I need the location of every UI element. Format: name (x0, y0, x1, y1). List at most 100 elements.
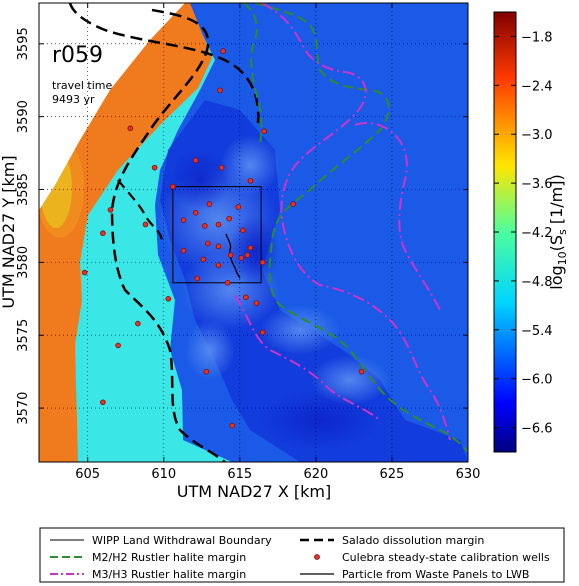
well-point-12 (142, 221, 149, 228)
well-point-18 (205, 240, 211, 247)
colorbar-ticks: −1.8 −2.4 −3.0 −3.6 −4.2 −4.8 −5.4 −6.0 −6.6 (494, 30, 553, 437)
m3h3-margin (261, 3, 451, 441)
well-point-41 (229, 422, 236, 429)
salado-margin-west (110, 8, 226, 462)
legend-item-particle: Particle from Waste Panels to LWB (342, 568, 529, 581)
m3h3-margin-east (354, 122, 441, 311)
well-point-26 (247, 245, 254, 251)
well-point-11 (226, 215, 232, 222)
well-point-38 (203, 368, 210, 375)
colorbar-tick-label-4: −4.2 (521, 226, 553, 241)
colorbar-tick-label-2: −3.0 (521, 128, 553, 143)
colorbar-tick-label-8: −6.6 (521, 422, 553, 437)
x-tick-label-3: 620 (303, 467, 328, 482)
colorbar-label: log10(Ss [1/m]) (547, 174, 569, 290)
y-tick-label-3: 3585 (16, 173, 31, 206)
well-point-0 (220, 48, 226, 54)
well-point-1 (217, 87, 223, 94)
well-point-40 (358, 368, 365, 375)
colorbar-tick-label-7: −6.0 (521, 373, 553, 388)
legend-item-m3h3: M3/H3 Rustler halite margin (92, 568, 246, 581)
y-tick-label-0: 3570 (16, 392, 31, 425)
grid-lines (39, 3, 468, 462)
well-point-24 (244, 252, 251, 258)
plot-frame (38, 2, 469, 463)
well-point-29 (224, 279, 231, 286)
well-point-8 (107, 207, 114, 213)
well-point-36 (115, 342, 121, 349)
well-point-23 (238, 255, 245, 261)
well-point-4 (192, 157, 199, 164)
legend: WIPP Land Withdrawal Boundary M2/H2 Rust… (39, 527, 565, 583)
well-point-39 (100, 399, 106, 406)
well-point-19 (215, 243, 222, 250)
well-point-10 (192, 210, 199, 216)
legend-well-swatch (314, 554, 320, 560)
travel-time-value: 9493 yr (52, 93, 95, 106)
x-tick-label-4: 625 (380, 467, 405, 482)
well-point-13 (180, 217, 187, 223)
salado-margin-inner (117, 179, 164, 241)
well-point-27 (259, 259, 266, 266)
m2h2-margin-upper (243, 3, 263, 146)
y-tick-label-2: 3580 (16, 246, 31, 279)
well-point-37 (259, 329, 266, 336)
legend-box (39, 527, 565, 583)
well-point-25 (215, 262, 222, 269)
well-point-15 (215, 221, 222, 228)
y-axis-ticks: 3570 3575 3580 3585 3590 3595 (16, 27, 468, 425)
well-point-14 (202, 223, 208, 229)
well-point-42 (247, 177, 254, 184)
well-point-7 (170, 183, 176, 190)
colorbar-tick-label-0: −1.8 (521, 30, 553, 45)
well-point-9 (206, 201, 213, 207)
particle-track (225, 233, 241, 279)
y-axis-label: UTM NAD27 Y [km] (0, 155, 18, 308)
well-point-20 (180, 247, 187, 254)
field-blank-corner (39, 3, 185, 210)
well-point-28 (290, 201, 296, 207)
well-point-32 (243, 294, 249, 301)
well-point-33 (253, 300, 260, 306)
field-orange-lower (39, 262, 82, 462)
x-tick-label-0: 605 (75, 467, 100, 482)
well-point-6 (218, 164, 225, 171)
m3h3-margin-south (234, 294, 381, 421)
y-tick-label-1: 3575 (16, 319, 31, 352)
legend-item-wipp: WIPP Land Withdrawal Boundary (92, 534, 272, 547)
well-point-31 (194, 275, 201, 282)
x-axis-ticks: 605 610 615 620 625 630 (75, 3, 480, 482)
m2h2-margin (254, 3, 468, 453)
well-point-2 (127, 125, 134, 132)
colorbar-tick-label-3: −3.6 (521, 177, 553, 192)
well-point-3 (261, 128, 267, 135)
wipp-land-withdrawal-boundary (172, 186, 262, 284)
colorbar-tick-label-6: −5.4 (521, 324, 553, 339)
realization-label: r059 (52, 43, 103, 68)
colorbar-tick-label-1: −2.4 (521, 79, 553, 94)
well-point-22 (227, 252, 234, 258)
well-point-43 (235, 204, 242, 210)
well-point-35 (135, 320, 141, 327)
y-tick-label-5: 3595 (16, 27, 31, 60)
well-point-34 (81, 269, 88, 276)
well-point-5 (151, 164, 158, 171)
well-point-30 (165, 295, 172, 302)
travel-time-label: travel time (52, 79, 112, 92)
calibration-wells (81, 48, 365, 429)
legend-item-salado: Salado dissolution margin (342, 534, 484, 547)
x-tick-label-2: 615 (227, 467, 252, 482)
heatmap-field (39, 3, 468, 462)
x-tick-label-5: 630 (456, 467, 481, 482)
legend-item-wells: Culebra steady-state calibration wells (342, 551, 550, 564)
salado-margin-north (68, 3, 260, 124)
colorbar-tick-label-5: −4.8 (521, 275, 553, 290)
legend-item-m2h2: M2/H2 Rustler halite margin (92, 551, 246, 564)
x-axis-label: UTM NAD27 X [km] (177, 482, 331, 501)
well-point-21 (200, 256, 207, 263)
well-point-16 (240, 227, 246, 234)
y-tick-label-4: 3590 (16, 100, 31, 133)
x-tick-label-1: 610 (151, 467, 176, 482)
well-point-17 (100, 230, 106, 237)
